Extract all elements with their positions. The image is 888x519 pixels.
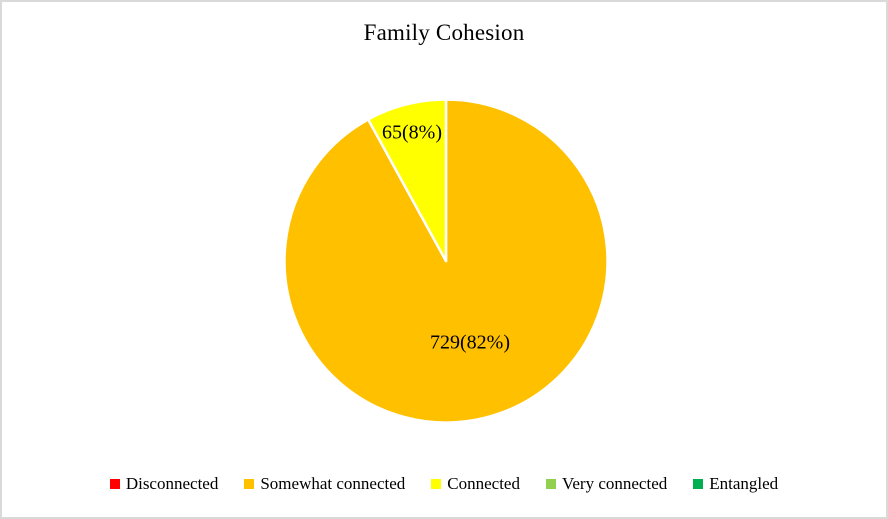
chart-title: Family Cohesion [363, 20, 525, 45]
legend-label-very-connected: Very connected [561, 474, 668, 493]
legend-label-somewhat-connected: Somewhat connected [260, 474, 406, 493]
pie-slice-connected [366, 98, 448, 263]
slice-label-somewhat-connected: 729(82%) [430, 331, 510, 354]
chart-legend: Disconnected Somewhat connected Connected V… [2, 471, 886, 497]
legend-item-very-connected: Very connected [545, 474, 668, 494]
legend-label-disconnected: Disconnected [125, 474, 219, 493]
legend-label-connected: Connected [447, 474, 520, 493]
legend-swatch-somewhat-connected [244, 479, 255, 489]
legend-swatch-disconnected [109, 479, 120, 489]
legend-swatch-connected [431, 479, 442, 489]
legend-item-connected: Connected [431, 474, 520, 494]
slice-label-connected: 65(8%) [382, 121, 442, 144]
legend-label-entangled: Entangled [709, 474, 779, 493]
legend-item-disconnected: Disconnected [109, 474, 219, 494]
legend-item-entangled: Entangled [693, 474, 778, 494]
legend-swatch-entangled [693, 479, 704, 489]
legend-item-somewhat-connected: Somewhat connected [244, 474, 405, 494]
pie-slices [283, 98, 609, 424]
legend-swatch-very-connected [545, 479, 556, 489]
